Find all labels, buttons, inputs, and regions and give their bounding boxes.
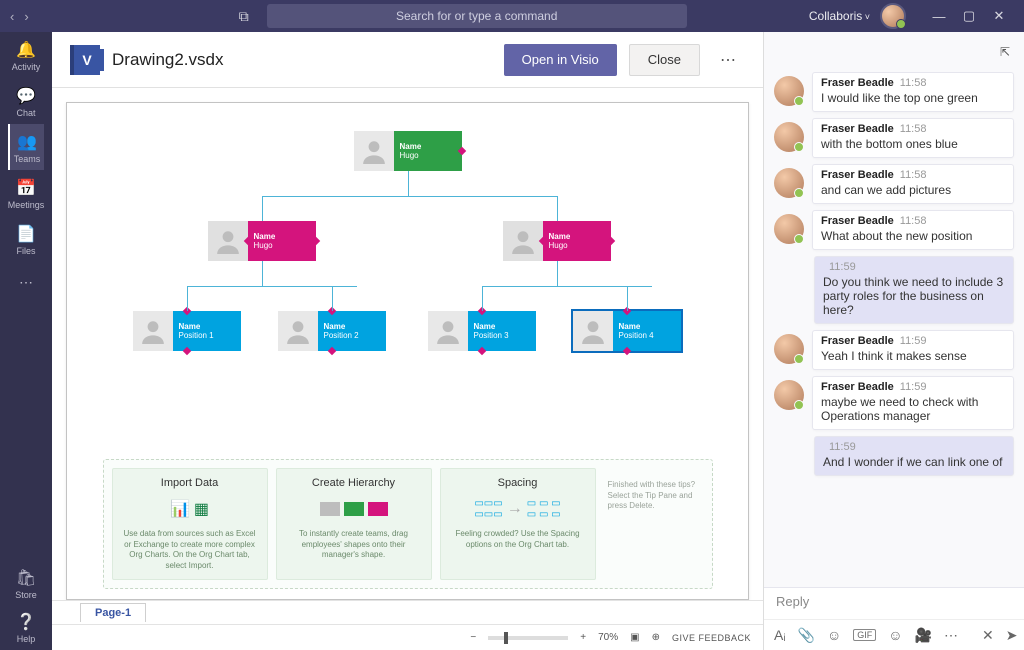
org-node[interactable]: NameHugo [208, 221, 316, 261]
chat-message-self: 11:59Do you think we need to include 3 p… [774, 256, 1014, 324]
maximize-button[interactable]: ▢ [954, 8, 984, 24]
rail-store[interactable]: 🛍Store [15, 562, 37, 606]
tips-pane: Import Data📊▦Use data from sources such … [103, 459, 713, 589]
chat-message: Fraser Beadle11:59maybe we need to check… [774, 376, 1014, 430]
avatar [774, 334, 804, 364]
close-file-button[interactable]: Close [629, 44, 700, 76]
rail-item-teams[interactable]: 👥Teams [8, 124, 45, 170]
visio-app-icon: V [70, 45, 100, 75]
compose-box: Reply Aᵢ 📎 ☺ GIF ☺ 🎥 ⋯ ✕ ➤ [764, 587, 1024, 650]
teams-window: ‹ › ⧉ Search for or type a command Colla… [0, 0, 1024, 650]
chat-message: Fraser Beadle11:58with the bottom ones b… [774, 118, 1014, 158]
page-tab[interactable]: Page-1 [80, 603, 146, 622]
give-feedback[interactable]: GIVE FEEDBACK [672, 633, 751, 643]
avatar [774, 214, 804, 244]
sticker-icon[interactable]: ☺ [888, 627, 902, 643]
tip-card: Import Data📊▦Use data from sources such … [112, 468, 268, 580]
pan-icon[interactable]: ⊕ [652, 632, 660, 643]
gif-icon[interactable]: GIF [853, 629, 876, 641]
rail-item-meetings[interactable]: 📅Meetings [8, 170, 45, 216]
rail-more[interactable]: ⋯ [0, 266, 52, 297]
emoji-icon[interactable]: ☺ [827, 627, 841, 643]
open-in-visio-button[interactable]: Open in Visio [504, 44, 617, 76]
zoom-level: 70% [598, 632, 618, 643]
visio-canvas[interactable]: NameHugo NameHugo NameHugo NamePosition 1 Na… [66, 102, 749, 600]
conversation-pane: ⇱ Fraser Beadle11:58I would like the top… [764, 32, 1024, 650]
app-rail: 🔔Activity💬Chat👥Teams📅Meetings📄Files ⋯ 🛍S… [0, 32, 52, 650]
status-bar: − + 70% ▣ ⊕ GIVE FEEDBACK [52, 624, 763, 650]
rail-help[interactable]: ❔Help [15, 606, 37, 650]
file-name: Drawing2.vsdx [112, 50, 492, 70]
fit-page-icon[interactable]: ▣ [630, 632, 639, 643]
zoom-out[interactable]: − [470, 632, 476, 643]
org-chart: NameHugo NameHugo NameHugo NamePosition 1 Na… [108, 131, 708, 391]
tip-card: Spacing▭▭▭▭▭▭→▭ ▭ ▭▭ ▭ ▭Feeling crowded?… [440, 468, 596, 580]
chat-message: Fraser Beadle11:58What about the new pos… [774, 210, 1014, 250]
chat-stream: Fraser Beadle11:58I would like the top o… [764, 72, 1024, 587]
zoom-in[interactable]: + [580, 632, 586, 643]
attach-icon[interactable]: 📎 [798, 627, 815, 644]
rail-item-activity[interactable]: 🔔Activity [8, 32, 45, 78]
title-bar: ‹ › ⧉ Search for or type a command Colla… [0, 0, 1024, 32]
rail-item-files[interactable]: 📄Files [8, 216, 45, 262]
file-header: V Drawing2.vsdx Open in Visio Close ⋯ [52, 32, 763, 88]
org-node[interactable]: NameHugo [503, 221, 611, 261]
zoom-slider[interactable] [488, 636, 568, 640]
meet-now-icon[interactable]: 🎥 [915, 627, 932, 644]
close-window-button[interactable]: ✕ [984, 8, 1014, 24]
command-search[interactable]: Search for or type a command [267, 4, 687, 28]
tip-card: Create HierarchyTo instantly create team… [276, 468, 432, 580]
org-switcher[interactable]: Collaboris [809, 9, 870, 23]
chat-message: Fraser Beadle11:58I would like the top o… [774, 72, 1014, 112]
forward-button[interactable]: › [24, 9, 28, 24]
org-node[interactable]: NamePosition 2 [278, 311, 386, 351]
rail-item-chat[interactable]: 💬Chat [8, 78, 45, 124]
discard-icon[interactable]: ✕ [982, 627, 994, 644]
expand-chat-icon[interactable]: ⇱ [1000, 45, 1010, 59]
org-node[interactable]: NamePosition 3 [428, 311, 536, 351]
avatar [774, 380, 804, 410]
format-icon[interactable]: Aᵢ [774, 627, 786, 643]
avatar [774, 122, 804, 152]
avatar [774, 168, 804, 198]
send-icon[interactable]: ➤ [1006, 627, 1018, 644]
file-pane: V Drawing2.vsdx Open in Visio Close ⋯ Na… [52, 32, 764, 650]
back-button[interactable]: ‹ [10, 9, 14, 24]
chat-message-self: 11:59And I wonder if we can link one of [774, 436, 1014, 476]
reply-input[interactable]: Reply [764, 588, 1024, 620]
tips-note: Finished with these tips? Select the Tip… [604, 468, 704, 580]
profile-avatar[interactable] [880, 3, 906, 29]
file-more-button[interactable]: ⋯ [712, 50, 745, 70]
org-node[interactable]: NamePosition 1 [133, 311, 241, 351]
avatar [774, 76, 804, 106]
org-node[interactable]: NamePosition 4 [573, 311, 681, 351]
chat-message: Fraser Beadle11:59Yeah I think it makes … [774, 330, 1014, 370]
compose-more-icon[interactable]: ⋯ [944, 627, 958, 644]
org-node[interactable]: NameHugo [354, 131, 462, 171]
popout-icon[interactable]: ⧉ [239, 8, 249, 25]
chat-message: Fraser Beadle11:58and can we add picture… [774, 164, 1014, 204]
page-tabs: Page-1 [52, 600, 763, 624]
minimize-button[interactable]: ― [924, 9, 954, 24]
